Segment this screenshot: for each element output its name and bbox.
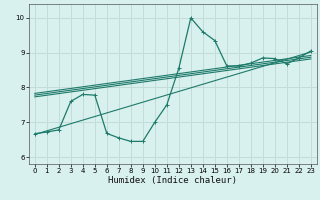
X-axis label: Humidex (Indice chaleur): Humidex (Indice chaleur): [108, 176, 237, 185]
